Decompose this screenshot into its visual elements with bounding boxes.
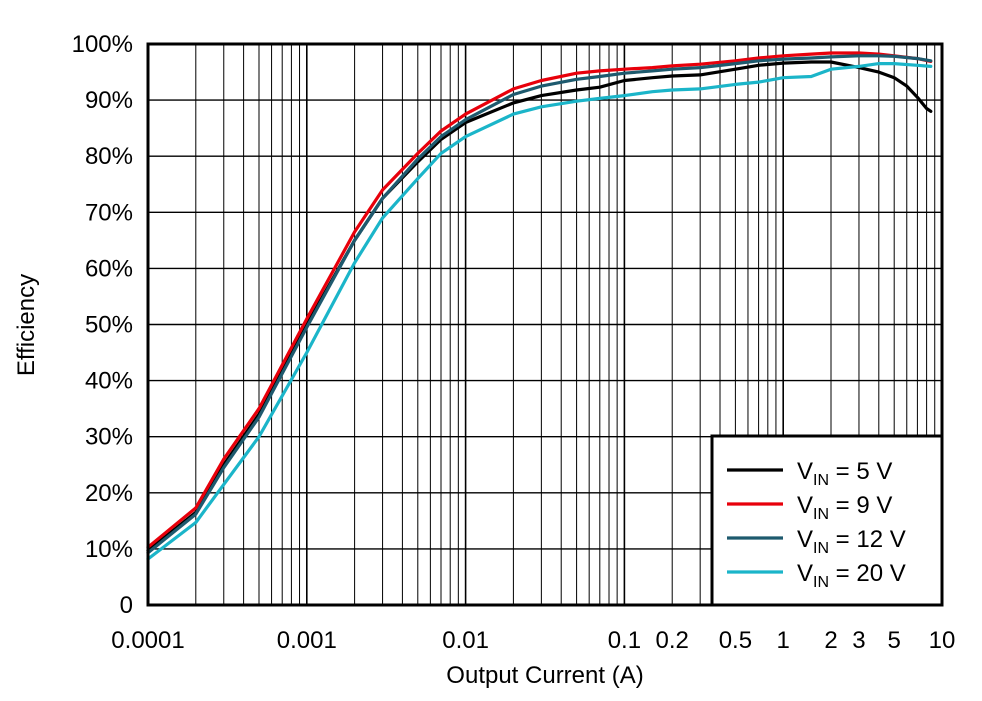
x-tick-label: 3 (852, 627, 865, 654)
legend-label-1: VIN = 9 V (797, 492, 892, 523)
y-tick-label: 50% (85, 312, 133, 339)
plot-frame (146, 42, 944, 607)
y-tick-label: 100% (72, 31, 133, 58)
x-tick-label: 0.01 (442, 627, 489, 654)
y-tick-labels: 0 10% 20% 30% 40% 50% 60% 70% 80% 90% 100% (72, 31, 133, 619)
legend-box (710, 434, 944, 607)
y-tick-label: 60% (85, 255, 133, 282)
x-tick-label: 2 (824, 627, 837, 654)
x-axis-label: Output Current (A) (446, 662, 643, 689)
y-axis-label: Efficiency (13, 274, 40, 376)
x-tick-label: 0.001 (277, 627, 337, 654)
series-line-2 (146, 54, 933, 555)
x-tick-label: 1 (777, 627, 790, 654)
y-tick-label: 0 (120, 592, 133, 619)
x-tick-label: 10 (929, 627, 956, 654)
x-tick-label: 0.1 (608, 627, 641, 654)
series-lines (146, 51, 933, 561)
legend-label-0: VIN = 5 V (797, 458, 892, 489)
legend-label-2: VIN = 12 V (797, 526, 906, 557)
x-tick-labels: 0.0001 0.001 0.01 0.1 0.2 0.5 1 2 3 5 10 (111, 627, 955, 654)
y-tick-label: 70% (85, 199, 133, 226)
y-tick-label: 80% (85, 143, 133, 170)
x-tick-label: 0.0001 (111, 627, 184, 654)
series-line-3 (146, 62, 933, 561)
y-tick-label: 10% (85, 536, 133, 563)
legend-label-3: VIN = 20 V (797, 560, 906, 591)
series-line-1 (146, 51, 933, 549)
x-tick-label: 5 (888, 627, 901, 654)
y-tick-label: 30% (85, 424, 133, 451)
y-tick-label: 40% (85, 368, 133, 395)
x-tick-label: 0.5 (719, 627, 752, 654)
y-tick-label: 20% (85, 480, 133, 507)
x-tick-label: 0.2 (656, 627, 689, 654)
y-tick-label: 90% (85, 87, 133, 114)
